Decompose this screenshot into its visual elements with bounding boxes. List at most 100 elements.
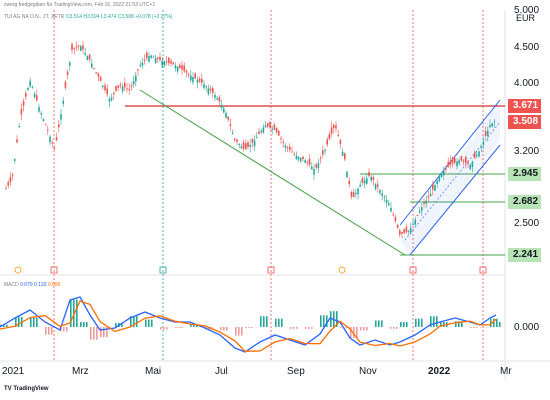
candle-body (106, 88, 108, 95)
candle-body (423, 202, 425, 204)
candle-body (335, 125, 337, 129)
candle-body (487, 130, 489, 136)
candle-body (168, 57, 170, 63)
candle-body (201, 78, 203, 83)
macd-hist-bar (418, 318, 420, 327)
macd-hist-bar (36, 317, 38, 327)
macd-hist-bar (193, 324, 195, 327)
candle-body (218, 97, 221, 102)
macd-hist-bar (346, 327, 348, 328)
macd-hist-bar (106, 327, 108, 338)
candle-body (185, 70, 188, 73)
candle-body (458, 160, 460, 164)
macd-hist-bar (323, 315, 325, 327)
candle-body (44, 124, 47, 126)
downtrend-line[interactable] (139, 89, 406, 256)
candle-body (146, 52, 148, 59)
candle-body (209, 88, 212, 91)
macd-hist-bar (260, 316, 262, 327)
candle-body (295, 155, 298, 160)
candle-body (5, 188, 7, 190)
macd-hist-bar (83, 322, 85, 327)
candle-body (440, 173, 443, 177)
channel-lower[interactable] (409, 144, 501, 256)
candle-body (99, 76, 102, 82)
candle-body (128, 89, 130, 91)
candle-body (115, 85, 117, 91)
candle-body (427, 196, 430, 198)
candle-body (425, 200, 427, 204)
candle-body (88, 54, 91, 60)
candle-body (396, 224, 399, 228)
macd-hist-bar (6, 324, 8, 327)
macd-line (0, 296, 497, 353)
macd-histogram (0, 299, 501, 340)
macd-hist-bar (350, 327, 352, 339)
candle-body (14, 159, 16, 161)
candle-body (489, 125, 491, 128)
candle-body (251, 138, 254, 143)
candle-body (282, 141, 284, 143)
candle-body (25, 93, 27, 97)
candle-body (108, 98, 111, 102)
candle-body (460, 156, 463, 161)
candle-body (368, 172, 370, 176)
candle-body (469, 164, 471, 170)
candle-body (86, 56, 89, 61)
candle-body (236, 139, 238, 142)
candle-body (484, 131, 487, 136)
candle-body (58, 124, 60, 128)
candle-body (154, 57, 157, 64)
candle-body (234, 138, 236, 140)
price-badge-2945: 2.945 (508, 167, 541, 181)
macd-hist-bar (266, 316, 268, 327)
y-tick-3200: 3.200 (514, 146, 540, 157)
macd-hist-bar (470, 327, 472, 328)
x-tick-jul: Jul (215, 366, 228, 377)
candle-body (170, 60, 172, 64)
candle-body (148, 56, 150, 62)
candle-body (40, 113, 42, 115)
candle-body (196, 79, 199, 83)
low-value: L3.474 (101, 14, 117, 20)
macd-hist-bar (30, 317, 32, 327)
macd-hist-bar (375, 320, 377, 327)
macd-hist-bar (151, 319, 153, 327)
candle-body (135, 75, 137, 82)
candle-body (7, 182, 9, 186)
macd-hist-bar (251, 327, 253, 328)
candle-body (174, 65, 177, 69)
candle-body (297, 156, 300, 160)
candle-body (449, 160, 452, 165)
macd-hist-bar (393, 327, 395, 329)
macd-values: 0.079 0.133 (20, 282, 47, 288)
x-tick-2022: 2022 (428, 366, 451, 377)
candle-body (403, 229, 405, 233)
candle-body (414, 219, 416, 225)
candle-body (75, 46, 78, 48)
candle-body (245, 143, 247, 150)
candle-body (478, 151, 480, 157)
macd-hist-bar (63, 327, 65, 332)
macd-hist-bar (415, 318, 417, 327)
candle-body (278, 131, 280, 136)
candle-body (95, 72, 97, 74)
price-badge-2682: 2.682 (508, 195, 541, 209)
candle-body (161, 60, 163, 66)
candle-body (465, 156, 467, 163)
candle-body (271, 128, 273, 130)
macd-hist-bar (366, 327, 368, 331)
candle-body (311, 166, 313, 170)
macd-hist-bar (245, 327, 247, 328)
macd-hist-bar (308, 327, 310, 329)
macd-hist-bar (133, 316, 135, 327)
macd-hist-bar (496, 322, 498, 327)
macd-hist-bar (190, 324, 192, 327)
symbol-info: TUI AG NA O.N., 1T, XETR O3.514 H3.594 L… (4, 14, 172, 20)
candle-body (381, 193, 383, 196)
candle-body (205, 86, 207, 88)
candle-body (370, 176, 372, 181)
candle-body (361, 178, 364, 183)
candle-body (377, 184, 379, 187)
